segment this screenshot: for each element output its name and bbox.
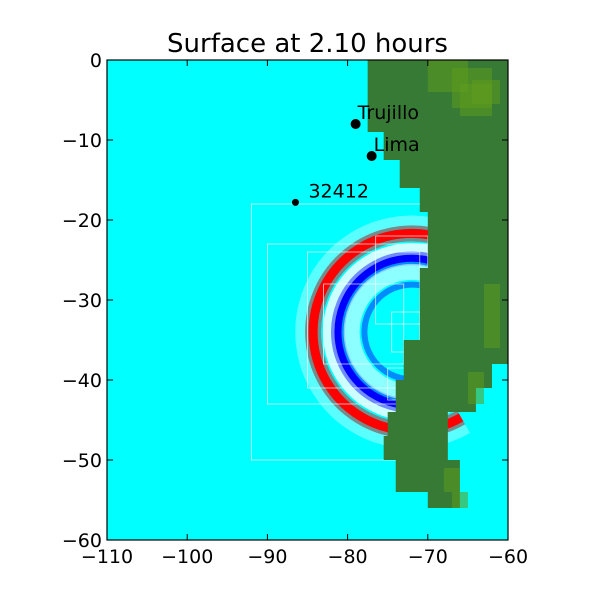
x-tick-label: −80 [328,546,368,568]
y-tick-label: −20 [62,210,102,232]
highland-cell [467,372,484,404]
y-tick-label: −10 [62,130,102,152]
highland-cell [443,468,460,492]
x-tick-label: −60 [488,546,528,568]
y-tick-label: 0 [90,50,102,72]
location-marker [291,198,299,206]
highland-cell [471,80,500,104]
highland-cell [451,492,468,508]
location-label: Lima [374,134,420,156]
y-tick-label: −50 [62,450,102,472]
location-marker [366,151,377,161]
y-axis: 0 −10 −20 −30 −40 −50 −60 [62,50,508,552]
highland-cell [483,284,500,348]
y-tick-label: −30 [62,290,102,312]
y-tick-label: −40 [62,370,102,392]
location-label: 32412 [308,180,368,202]
x-tick-label: −100 [161,546,213,568]
location-marker [350,119,361,129]
location-markers: Trujillo Lima 32412 [291,102,420,206]
x-tick-label: −70 [408,546,448,568]
plot-area [107,60,508,540]
highland-cells [427,60,500,508]
location-label: Trujillo [357,102,419,124]
x-tick-label: −110 [81,546,133,568]
chart-title: Surface at 2.10 hours [167,29,448,59]
y-tick-label: −60 [62,530,102,552]
x-axis: −110 −100 −90 −80 −70 −60 [81,60,528,568]
x-tick-label: −90 [247,546,287,568]
